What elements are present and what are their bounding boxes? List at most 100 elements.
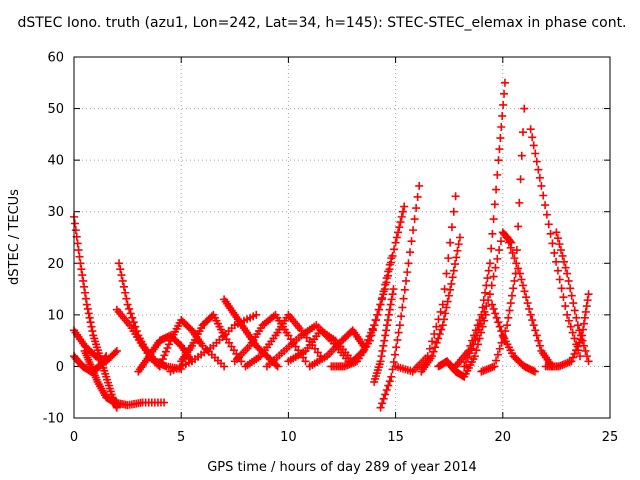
data-point-marker [78, 271, 87, 280]
data-point-marker [522, 293, 531, 302]
data-point-marker [376, 357, 385, 366]
y-tick-label: 0 [56, 360, 64, 375]
data-point-marker [388, 251, 397, 260]
data-point-marker [382, 326, 391, 335]
data-point-marker [467, 344, 476, 353]
data-point-marker [579, 319, 588, 328]
data-point-marker [381, 390, 390, 399]
data-point-marker [392, 233, 401, 242]
data-point-marker [488, 229, 497, 238]
data-point-marker [87, 322, 96, 331]
data-point-marker [412, 204, 421, 213]
data-point-marker [444, 291, 453, 300]
data-point-marker [564, 316, 573, 325]
series-arc-10 [166, 310, 261, 376]
data-point-marker [385, 377, 394, 386]
data-point-marker [498, 111, 507, 120]
data-point-marker [575, 352, 584, 361]
data-point-marker [510, 254, 519, 263]
series-arc-27 [488, 300, 539, 376]
data-point-marker [489, 215, 498, 224]
data-point-marker [514, 264, 523, 273]
data-point-marker [474, 325, 483, 334]
data-point-marker [385, 265, 394, 274]
data-point-marker [397, 312, 406, 321]
data-point-marker [488, 300, 497, 309]
data-point-marker [500, 89, 509, 98]
data-point-marker [405, 248, 414, 257]
data-point-marker [116, 265, 125, 274]
data-point-marker [432, 322, 441, 331]
data-point-marker [429, 347, 438, 356]
data-point-marker [446, 285, 455, 294]
data-point-marker [74, 246, 83, 255]
data-point-marker [531, 326, 540, 335]
data-point-marker [442, 303, 451, 312]
x-tick-label: 15 [387, 430, 404, 445]
data-point-marker [432, 338, 441, 347]
data-point-marker [465, 349, 474, 358]
data-point-marker [561, 263, 570, 272]
data-point-marker [273, 362, 282, 371]
data-point-marker [530, 367, 539, 376]
data-point-marker [371, 316, 380, 325]
y-tick-label: 10 [47, 308, 64, 323]
data-point-marker [581, 346, 590, 355]
data-point-marker [383, 316, 392, 325]
data-point-marker [163, 344, 172, 353]
data-point-marker [453, 246, 462, 255]
data-point-marker [387, 295, 396, 304]
data-point-marker [552, 257, 561, 266]
data-point-marker [478, 303, 487, 312]
data-point-marker [117, 271, 126, 280]
data-point-marker [374, 305, 383, 314]
data-point-marker [164, 340, 173, 349]
data-point-marker [529, 141, 538, 150]
data-point-marker [553, 266, 562, 275]
data-point-marker [360, 343, 369, 352]
data-point-marker [367, 328, 376, 337]
y-tick-label: 40 [47, 154, 64, 169]
data-point-marker [570, 349, 579, 358]
data-point-marker [399, 294, 408, 303]
data-point-marker [438, 321, 447, 330]
data-point-marker [517, 275, 526, 284]
data-point-marker [125, 304, 134, 313]
data-point-marker [118, 276, 127, 285]
chart-title: dSTEC Iono. truth (azu1, Lon=242, Lat=34… [17, 15, 626, 31]
data-point-marker [462, 358, 471, 367]
data-point-marker [439, 315, 448, 324]
data-point-marker [544, 220, 553, 229]
data-point-marker [485, 259, 494, 268]
data-point-marker [523, 299, 532, 308]
data-point-marker [400, 202, 409, 211]
data-point-marker [539, 191, 548, 200]
data-point-marker [496, 237, 505, 246]
data-point-marker [584, 357, 593, 366]
data-point-marker [512, 246, 521, 255]
data-point-marker [396, 218, 405, 227]
data-point-marker [407, 237, 416, 246]
data-point-marker [428, 337, 437, 346]
data-point-marker [376, 403, 385, 412]
data-point-marker [470, 352, 479, 361]
data-point-marker [460, 362, 469, 371]
data-point-marker [568, 328, 577, 337]
data-point-marker [76, 259, 85, 268]
data-point-marker [497, 122, 506, 131]
data-point-marker [252, 310, 261, 319]
data-point-marker [449, 207, 458, 216]
data-point-marker [481, 288, 490, 297]
data-point-marker [510, 276, 519, 285]
data-point-marker [442, 269, 451, 278]
data-point-marker [377, 352, 386, 361]
data-point-marker [381, 331, 390, 340]
data-point-marker [535, 173, 544, 182]
data-point-marker [550, 248, 559, 257]
data-point-marker [507, 291, 516, 300]
data-point-marker [578, 331, 587, 340]
data-point-marker [85, 313, 94, 322]
data-point-marker [161, 347, 170, 356]
data-point-marker [572, 313, 581, 322]
data-point-marker [379, 341, 388, 350]
